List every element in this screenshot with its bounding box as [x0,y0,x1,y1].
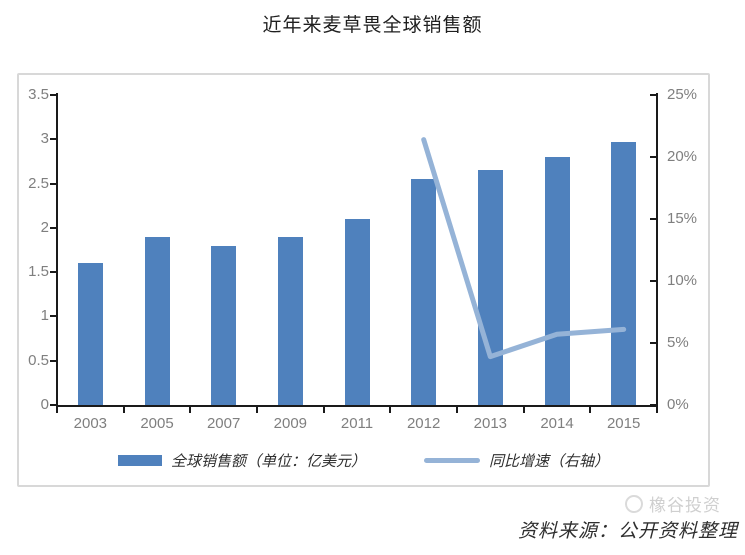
legend: 全球销售额（单位：亿美元） 同比增速（右轴） [19,450,708,471]
left-axis-tick [50,138,57,141]
x-axis-label-2012: 2012 [406,415,441,432]
x-axis-label-2005: 2005 [140,415,174,432]
legend-label-growth: 同比增速（右轴） [489,454,610,470]
left-axis-tick-label: 3.5 [28,86,49,103]
bar-2012 [411,179,437,405]
x-axis-tick [456,407,458,413]
legend-item-sales: 全球销售额（单位：亿美元） [117,450,366,471]
right-axis-tick [650,156,657,158]
legend-item-growth: 同比增速（右轴） [424,450,609,471]
left-axis-tick [50,182,57,185]
bar-2011 [344,219,370,405]
x-axis-tick [589,407,592,413]
left-axis-tick [50,226,57,229]
x-axis-tick [322,407,325,413]
bar-2005 [144,236,170,405]
watermark: 橡谷投资 [625,491,721,516]
x-axis-label-2011: 2011 [340,415,374,432]
left-axis-tick-label: 2.5 [28,174,49,192]
x-axis-tick [389,407,392,413]
x-axis-tick [256,407,258,413]
right-axis-tick-label: 10% [667,272,698,289]
right-axis-tick [650,280,657,282]
growth-line-series [421,137,627,360]
x-axis-tick [522,407,525,413]
right-axis-tick-label: 15% [667,210,698,227]
left-axis-tick-label: 2 [40,218,49,236]
x-axis-label-2009: 2009 [273,415,308,432]
right-axis-tick [650,94,657,96]
left-axis-tick-label: 1 [40,307,49,325]
watermark-text: 橡谷投资 [649,496,721,515]
line-series-swatch [424,458,480,463]
left-axis-tick [50,271,57,274]
x-axis-label-2015: 2015 [606,415,641,432]
bar-2007 [211,245,237,405]
x-axis-label-2014: 2014 [540,415,574,432]
bar-2009 [277,236,303,405]
legend-label-sales: 全球销售额（单位：亿美元） [170,454,366,470]
left-axis-tick [50,359,57,362]
left-axis-tick [50,404,57,406]
plot-area: 0 0.5 1 1.5 2 2.5 3 3.5 0% 5% 10% 15% 20% 25% 2003 200… [28,86,697,432]
left-axis-tick [50,94,57,96]
left-axis-line [56,93,58,409]
source-note: 资料来源：公开资料整理 [517,521,738,542]
right-axis-tick [650,342,657,344]
bar-2003 [77,263,103,405]
x-axis-label-2003: 2003 [73,415,108,432]
right-axis-tick [650,218,657,220]
left-axis-tick-label: 3 [40,130,49,148]
chart-frame: 0 0.5 1 1.5 2 2.5 3 3.5 0% 5% 10% 15% 20% 25% 2003 200… [17,73,710,487]
x-axis-tick [56,407,58,413]
right-axis-tick-label: 0% [667,396,689,413]
watermark-logo-icon [625,494,643,513]
right-axis-tick-label: 25% [667,86,698,103]
right-axis-tick-label: 20% [667,148,698,165]
chart-title: 近年来麦草畏全球销售额 [262,15,483,36]
right-axis-tick [650,404,657,406]
x-axis-line [56,405,658,407]
x-axis-label-2013: 2013 [473,415,508,432]
left-axis-tick-label: 1.5 [28,263,49,281]
bar-2014 [544,157,570,405]
left-axis-tick [50,315,57,318]
right-axis-tick-label: 5% [667,334,689,351]
left-axis-tick-label: 0.5 [28,351,49,369]
right-axis-line [656,93,658,407]
bar-2015 [611,141,637,405]
bar-series-swatch [117,455,162,466]
x-axis-tick [122,407,125,413]
bar-2013 [477,170,503,405]
x-axis-tick [189,407,192,413]
x-axis-tick [656,407,658,413]
left-axis-tick-label: 0 [40,396,49,413]
x-axis-label-2007: 2007 [206,415,241,432]
growth-line [421,137,627,360]
